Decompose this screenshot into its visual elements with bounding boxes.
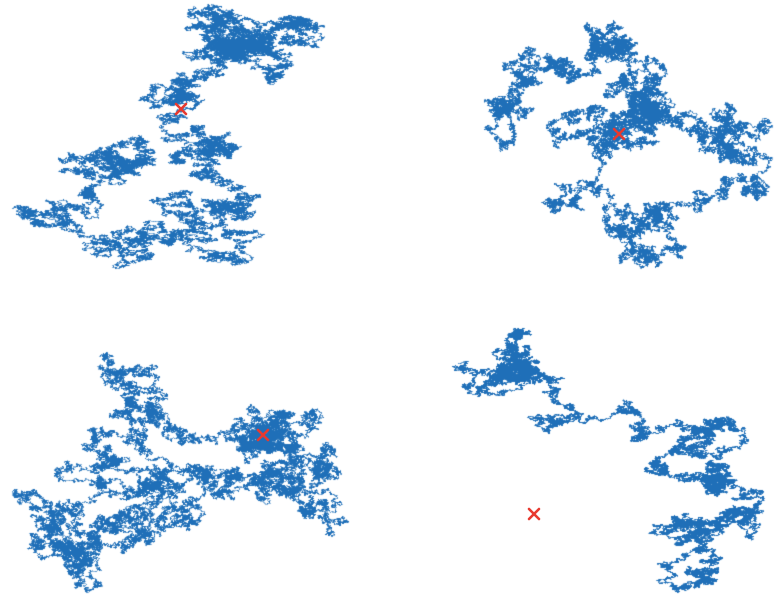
- start-point-cross-icon: [256, 428, 270, 442]
- random-walk-cloud: [8, 348, 352, 596]
- random-walk-cloud: [8, 0, 328, 272]
- random-walk-cloud: [448, 324, 768, 596]
- start-point-cross-icon: [174, 102, 188, 116]
- random-walk-panel-bottom-right: [448, 324, 768, 596]
- random-walk-panel-top-left: [8, 0, 328, 272]
- start-point-cross-icon: [612, 127, 626, 141]
- start-point-cross-icon: [527, 507, 541, 521]
- random-walk-panel-top-right: [480, 16, 776, 272]
- random-walk-cloud: [480, 16, 776, 272]
- random-walk-panel-bottom-left: [8, 348, 352, 596]
